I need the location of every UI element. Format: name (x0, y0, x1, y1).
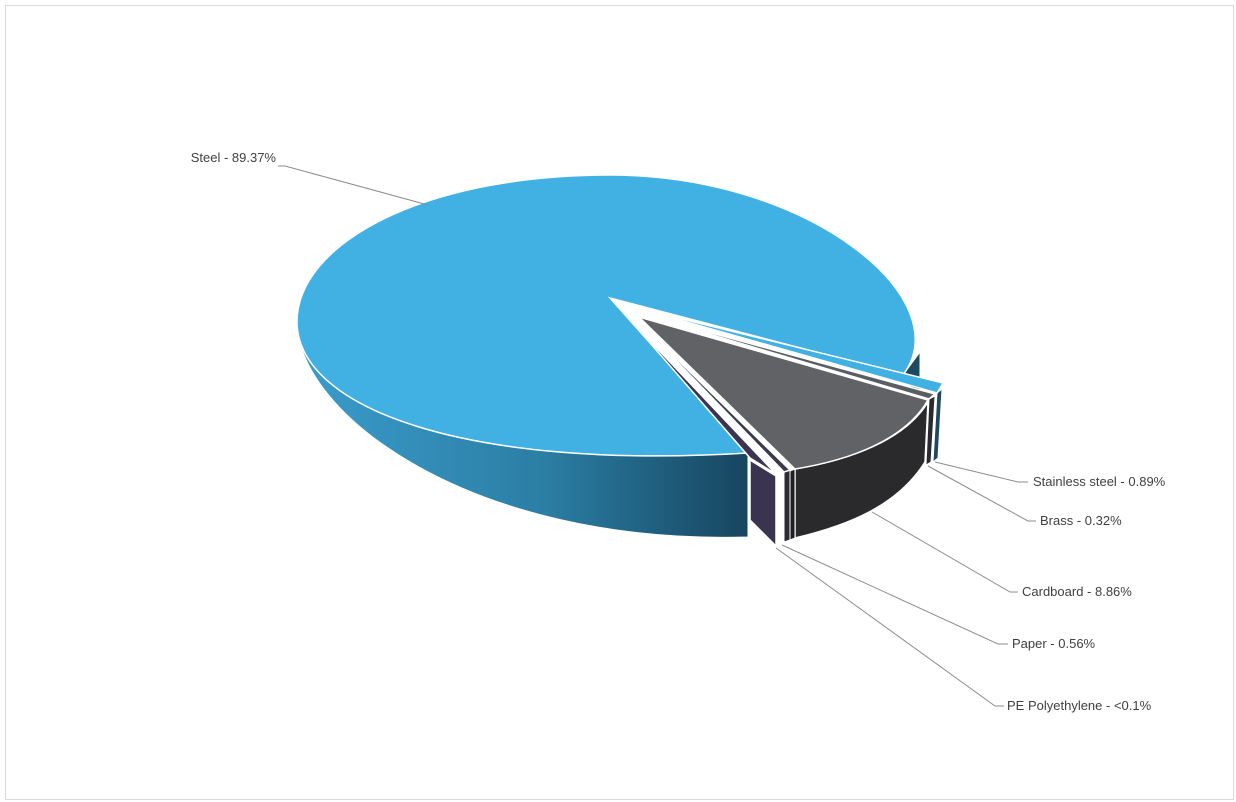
slice-steel-top (296, 174, 916, 457)
slice-pe-polyethylene[interactable] (631, 321, 777, 548)
slice-brass[interactable] (637, 312, 937, 466)
data-label-brass: Brass - 0.32% (1040, 513, 1122, 528)
leader-line-cardboard (871, 511, 1018, 593)
slice-cardboard-top (638, 316, 930, 470)
data-label-stainless-steel: Stainless steel - 0.89% (1033, 474, 1166, 489)
slice-steel[interactable] (296, 174, 921, 538)
slice-stainless-steel[interactable] (640, 308, 945, 464)
slice-paper-top (635, 318, 792, 473)
slice-brass-top (637, 312, 937, 400)
slice-stainless-steel-top (640, 308, 945, 394)
slice-paper-side (783, 469, 791, 543)
data-label-paper: Paper - 0.56% (1012, 636, 1096, 651)
slice-cardboard[interactable] (638, 316, 930, 541)
slice-brass-side (925, 395, 936, 466)
data-label-cardboard: Cardboard - 8.86% (1022, 584, 1132, 599)
slice-paper[interactable] (635, 318, 792, 543)
leader-line-steel (278, 165, 429, 206)
data-label-pe-polyethylene: PE Polyethylene - <0.1% (1007, 698, 1152, 713)
slice-pe-polyethylene-top (631, 321, 777, 475)
slice-cardboard-cut-face (789, 468, 796, 541)
data-label-steel: Steel - 89.37% (191, 150, 277, 165)
slice-stainless-steel-side (932, 387, 943, 464)
leader-line-pe-polyethylene (775, 547, 1004, 707)
slice-pe-polyethylene-side (749, 458, 777, 548)
leader-line-brass (927, 465, 1036, 522)
leader-line-paper (781, 544, 1008, 645)
leader-line-stainless-steel (934, 461, 1028, 483)
